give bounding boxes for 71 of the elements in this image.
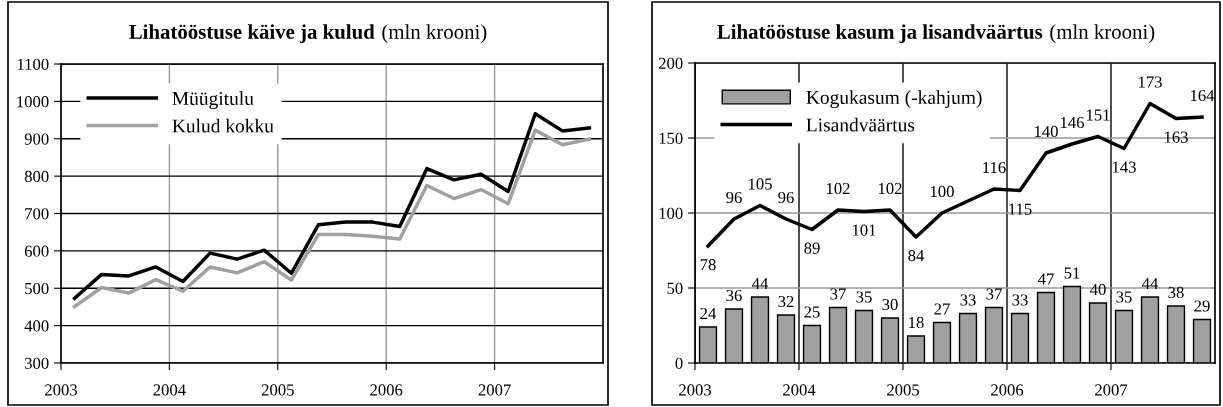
data-label: 105 <box>748 178 772 190</box>
y-tick-label: 0 <box>675 357 683 369</box>
y-tick-label: 1100 <box>17 58 49 70</box>
y-tick-label: 100 <box>659 207 683 219</box>
data-label: 102 <box>878 182 902 195</box>
data-label: 101 <box>852 224 876 236</box>
legend-label: Lisandväärtus <box>806 117 915 132</box>
data-label: 40 <box>1089 283 1106 296</box>
legend-label: Kulud kokku <box>172 118 274 133</box>
data-label: 25 <box>804 306 820 318</box>
data-label: 35 <box>856 291 872 303</box>
y-tick-label: 1000 <box>17 96 49 108</box>
x-tick-label: 2006 <box>370 384 403 396</box>
data-label: 44 <box>1141 277 1159 289</box>
data-label: 37 <box>986 288 1002 300</box>
x-tick-label: 2005 <box>261 384 294 396</box>
x-tick-label: 2004 <box>153 384 186 396</box>
data-label: 173 <box>1138 76 1162 88</box>
x-tick-label: 2007 <box>478 384 511 396</box>
data-label: 164 <box>1190 89 1215 102</box>
chart-subtitle: (mln krooni) <box>1050 24 1155 44</box>
data-label: 47 <box>1037 273 1054 285</box>
x-tick-label: 2005 <box>887 384 920 396</box>
data-label: 100 <box>930 185 954 198</box>
data-label: 151 <box>1086 109 1110 121</box>
data-label: 38 <box>1168 286 1184 299</box>
y-tick-label: 150 <box>659 132 683 144</box>
data-label: 146 <box>1060 116 1084 129</box>
data-label: 143 <box>1112 161 1136 173</box>
chart-subtitle: (mln krooni) <box>382 24 487 44</box>
y-tick-label: 700 <box>25 208 49 220</box>
y-tick-label: 200 <box>658 57 683 69</box>
data-label: 24 <box>700 307 717 319</box>
data-label: 163 <box>1164 131 1188 143</box>
data-label: 33 <box>1012 294 1028 306</box>
data-label: 33 <box>960 294 976 306</box>
x-tick-label: 2004 <box>783 384 816 396</box>
data-label: 78 <box>700 258 716 271</box>
data-label: 36 <box>726 289 742 302</box>
chart-title: Lihatööstuse kasum ja lisandväärtus <box>717 24 1043 44</box>
data-label: 27 <box>934 303 950 315</box>
y-tick-label: 900 <box>24 133 49 145</box>
data-label: 51 <box>1064 267 1080 279</box>
y-tick-label: 500 <box>25 282 49 295</box>
data-label: 18 <box>909 316 924 329</box>
legend-label: Müügitulu <box>172 91 254 110</box>
y-tick-label: 600 <box>24 245 49 257</box>
legend-label: Kogukasum (-kahjum) <box>806 90 982 109</box>
data-label: 102 <box>826 182 850 195</box>
x-tick-label: 2007 <box>1095 384 1128 396</box>
chart-title: Lihatööstuse käive ja kulud <box>129 24 375 44</box>
data-label: 37 <box>830 288 846 300</box>
y-tick-label: 50 <box>667 282 683 294</box>
data-label: 35 <box>1116 291 1132 303</box>
data-label: 140 <box>1034 125 1058 138</box>
data-label: 30 <box>882 298 898 311</box>
data-label: 115 <box>1009 203 1032 215</box>
data-label: 84 <box>908 249 925 262</box>
data-label: 96 <box>778 191 794 204</box>
data-label: 29 <box>1194 300 1210 312</box>
x-tick-label: 2003 <box>679 384 712 396</box>
y-tick-label: 300 <box>24 357 49 369</box>
data-label: 32 <box>778 295 794 308</box>
data-label: 89 <box>804 242 820 254</box>
data-label: 116 <box>983 161 1006 174</box>
x-tick-label: 2003 <box>45 384 78 396</box>
x-tick-label: 2006 <box>991 384 1024 396</box>
y-tick-label: 800 <box>24 170 49 183</box>
y-tick-label: 400 <box>24 320 49 332</box>
data-label: 96 <box>726 191 742 204</box>
data-label: 44 <box>751 277 769 289</box>
